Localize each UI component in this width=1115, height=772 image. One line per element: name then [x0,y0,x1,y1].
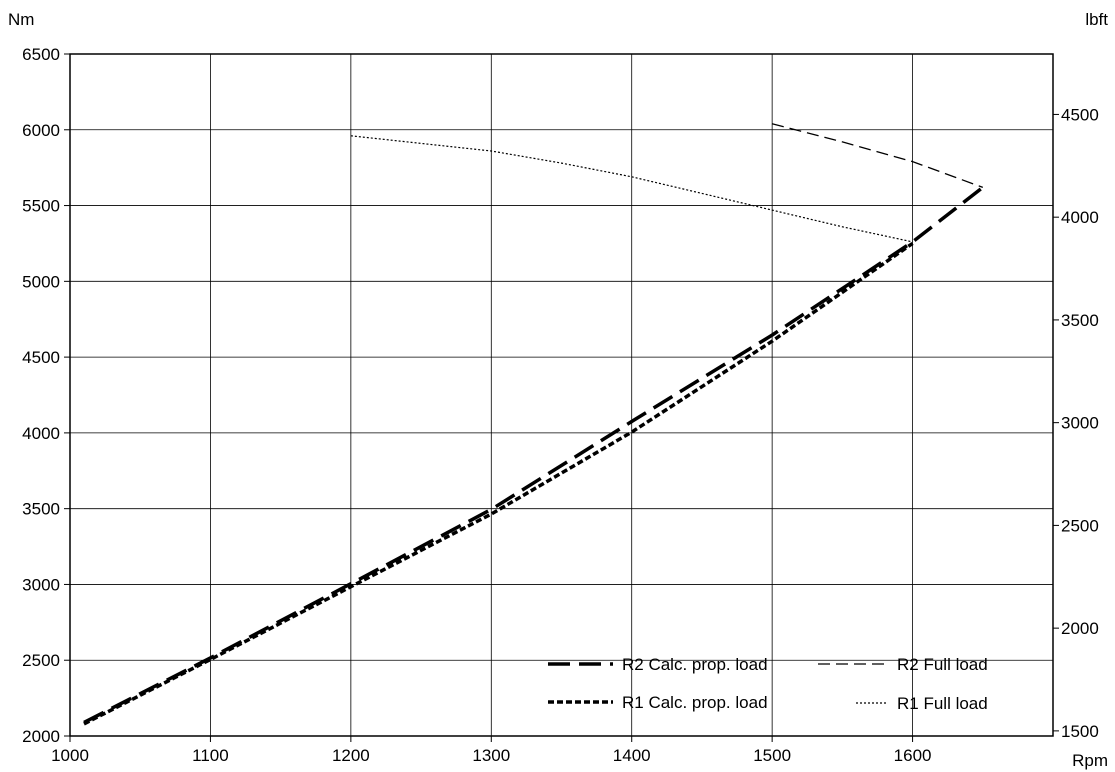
legend: R2 Calc. prop. load R2 Full load R1 Calc. … [548,655,988,713]
y-right-tick-label: 4000 [1061,208,1099,227]
y-left-tick-label: 5000 [22,272,60,291]
series-line [350,135,913,243]
y-axis-left-unit: Nm [8,10,34,29]
y-left-tick-label: 4500 [22,348,60,367]
x-tick-label: 1400 [613,746,651,765]
legend-label: R1 Calc. prop. load [622,693,768,712]
y-right-tick-label: 1500 [1061,722,1099,741]
series-line [83,186,984,724]
y-right-tick-label: 3500 [1061,311,1099,330]
y-left-tick-label: 6500 [22,45,60,64]
y-left-tick-label: 4000 [22,424,60,443]
y-left-tick-label: 2000 [22,727,60,746]
x-tick-label: 1300 [472,746,510,765]
x-tick-label: 1000 [51,746,89,765]
y-left-tick-label: 3000 [22,575,60,594]
y-right-tick-label: 3000 [1061,414,1099,433]
series-line [771,123,984,189]
series-line [83,241,914,726]
y-left-tick-label: 5500 [22,197,60,216]
legend-label: R2 Full load [897,655,988,674]
x-tick-label: 1200 [332,746,370,765]
grid-lines [70,54,1053,736]
x-axis-unit: Rpm [1072,751,1108,770]
y-left-tick-label: 2500 [22,651,60,670]
x-tick-label: 1100 [192,746,229,765]
x-tick-label: 1500 [753,746,791,765]
y-right-tick-label: 2500 [1061,516,1099,535]
axis-ticks: 1000 1100 1200 1300 1400 1500 1600 2000 2500 3000… [22,45,1099,765]
y-right-tick-label: 4500 [1061,105,1099,124]
y-left-tick-label: 6000 [22,121,60,140]
series-layer [83,123,984,726]
x-tick-label: 1600 [894,746,932,765]
y-axis-right-unit: lbft [1085,10,1108,29]
plot-frame [69,53,1054,737]
legend-label: R1 Full load [897,694,988,713]
y-left-tick-label: 3500 [22,500,60,519]
y-right-tick-label: 2000 [1061,619,1099,638]
legend-label: R2 Calc. prop. load [622,655,768,674]
